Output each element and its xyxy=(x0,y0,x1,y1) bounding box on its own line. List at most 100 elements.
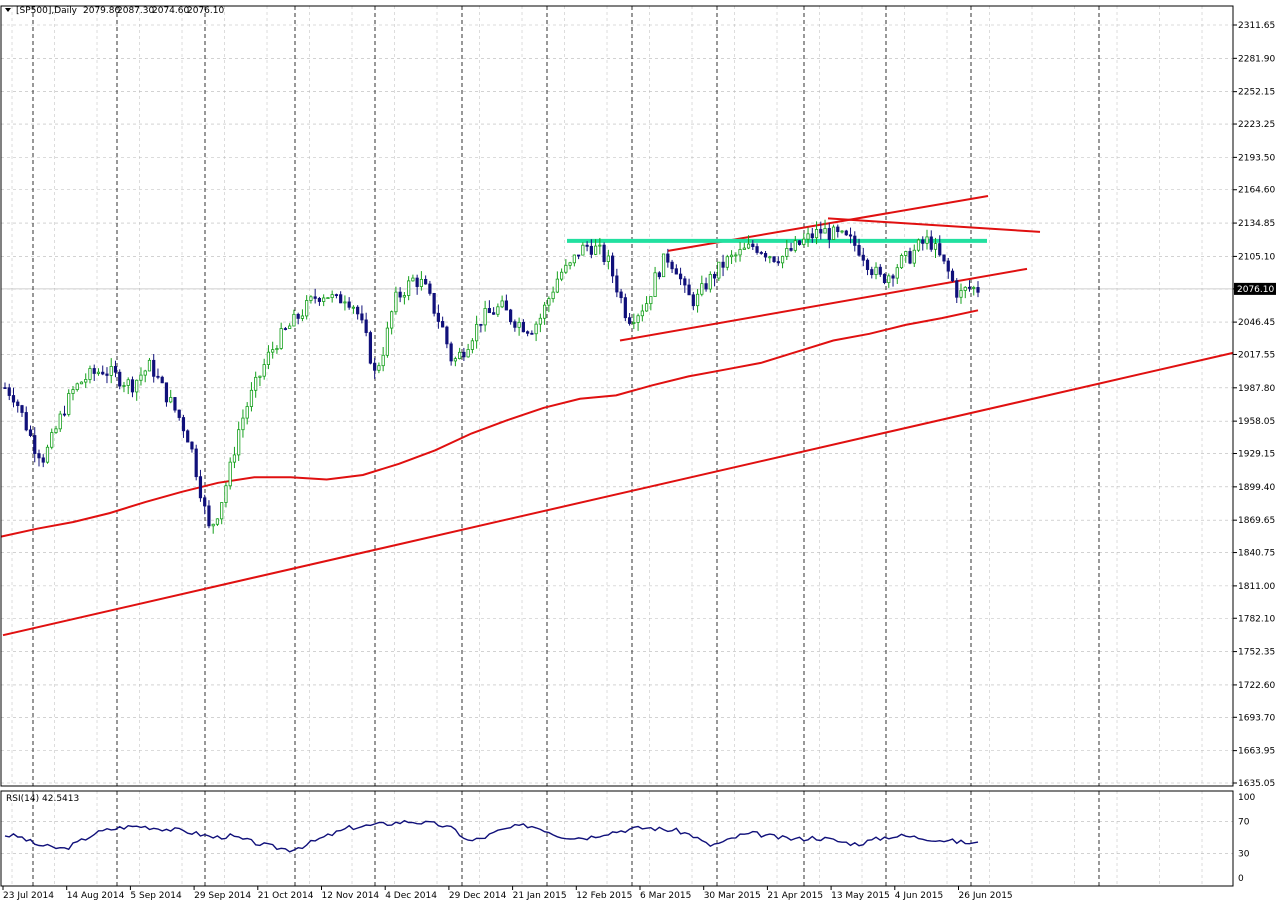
price-tick-label: 1693.70 xyxy=(1238,713,1275,723)
candle-body xyxy=(870,269,874,276)
rsi-level-label: 100 xyxy=(1238,793,1255,803)
candle-body xyxy=(292,313,296,327)
candle-body xyxy=(806,233,810,240)
candle-body xyxy=(147,359,152,372)
candle-body xyxy=(130,379,135,393)
candle-body xyxy=(271,349,275,353)
candle-body xyxy=(283,328,288,330)
candle-body xyxy=(789,248,793,251)
price-tick-label: 2193.50 xyxy=(1238,153,1275,163)
candle-body xyxy=(589,245,593,255)
candle-body xyxy=(475,323,479,342)
candle-body xyxy=(11,395,16,403)
candle-body xyxy=(424,278,428,285)
candle-body xyxy=(627,317,632,324)
price-tick-label: 1663.95 xyxy=(1238,747,1275,757)
candle-body xyxy=(751,243,755,247)
candle-body xyxy=(526,331,530,334)
candle-body xyxy=(670,261,674,270)
channel-lower-trendline xyxy=(619,267,1028,342)
candle-body xyxy=(836,226,840,233)
price-tick-label: 2311.65 xyxy=(1238,21,1275,31)
candle-body xyxy=(351,306,356,309)
candle-body xyxy=(313,296,317,299)
candle-body xyxy=(780,255,785,264)
candle-body xyxy=(921,239,925,244)
candle-body xyxy=(955,280,959,298)
candle-body xyxy=(470,340,474,350)
candle-body xyxy=(177,409,181,418)
candle-body xyxy=(857,245,861,256)
candle-body xyxy=(381,354,385,367)
open-value: 2079.80 xyxy=(83,6,120,16)
candle-body xyxy=(555,278,559,293)
candle-body xyxy=(190,441,194,450)
time-tick-label: 29 Sep 2014 xyxy=(194,891,251,901)
candle-body xyxy=(254,376,258,391)
candle-body xyxy=(615,275,619,293)
candle-body xyxy=(649,296,653,305)
candle-body xyxy=(933,243,938,250)
candle-body xyxy=(143,370,147,376)
dropdown-arrow-icon[interactable] xyxy=(5,8,11,12)
candle-body xyxy=(593,245,598,255)
chart-grid xyxy=(1,6,1233,886)
low-value: 2074.60 xyxy=(152,6,189,16)
candle-body xyxy=(513,321,517,328)
candle-body xyxy=(84,379,88,383)
candle-body xyxy=(164,382,169,403)
candle-body xyxy=(20,405,24,413)
price-tick-label: 2134.85 xyxy=(1238,219,1275,229)
rsi-label: RSI(14) xyxy=(6,794,39,804)
candle-body xyxy=(904,251,908,256)
ma-200-line xyxy=(0,309,979,538)
candle-body xyxy=(500,300,504,308)
candle-body xyxy=(415,277,419,287)
candle-body xyxy=(466,349,470,358)
candle-body xyxy=(972,287,976,289)
candle-body xyxy=(797,240,802,245)
candle-body xyxy=(666,253,670,263)
candle-body xyxy=(296,313,300,319)
candle-body xyxy=(122,385,126,387)
candle-body xyxy=(441,321,445,328)
candle-body xyxy=(92,368,96,374)
price-tick-label: 1929.15 xyxy=(1238,450,1275,460)
candle-body xyxy=(725,256,729,268)
candle-body xyxy=(390,311,394,329)
candle-body xyxy=(160,376,164,384)
candle-body xyxy=(7,387,11,396)
long-term-support-trendline xyxy=(2,351,1234,637)
candle-body xyxy=(156,375,160,378)
time-tick-label: 4 Jun 2015 xyxy=(895,891,943,901)
candle-body xyxy=(220,502,224,520)
axes: 2311.65 2281.90 2252.15 2223.25 2193.50 2164.… xyxy=(0,5,1276,901)
candle-body xyxy=(551,291,555,300)
candle-body xyxy=(334,294,339,296)
candle-body xyxy=(585,244,589,247)
candle-body xyxy=(708,273,712,290)
price-tick-label: 2105.10 xyxy=(1238,252,1275,262)
candle-body xyxy=(373,362,377,371)
candle-body xyxy=(113,366,118,373)
candle-body xyxy=(759,252,763,254)
candle-body xyxy=(653,272,657,297)
candle-body xyxy=(300,315,305,319)
candle-body xyxy=(45,446,50,463)
candle-body xyxy=(309,296,313,301)
candle-body xyxy=(785,248,789,257)
candle-body xyxy=(449,343,453,362)
candle-body xyxy=(58,413,62,430)
time-tick-label: 12 Nov 2014 xyxy=(322,891,380,901)
candle-body xyxy=(661,253,666,278)
candle-body xyxy=(912,249,916,264)
candle-body xyxy=(288,325,292,329)
candle-body xyxy=(458,351,462,360)
rsi-value: 42.5413 xyxy=(42,794,79,804)
candle-body xyxy=(3,387,7,389)
candle-body xyxy=(517,321,521,328)
candle-body xyxy=(368,332,373,364)
candle-body xyxy=(322,297,326,302)
candle-body xyxy=(237,429,241,456)
